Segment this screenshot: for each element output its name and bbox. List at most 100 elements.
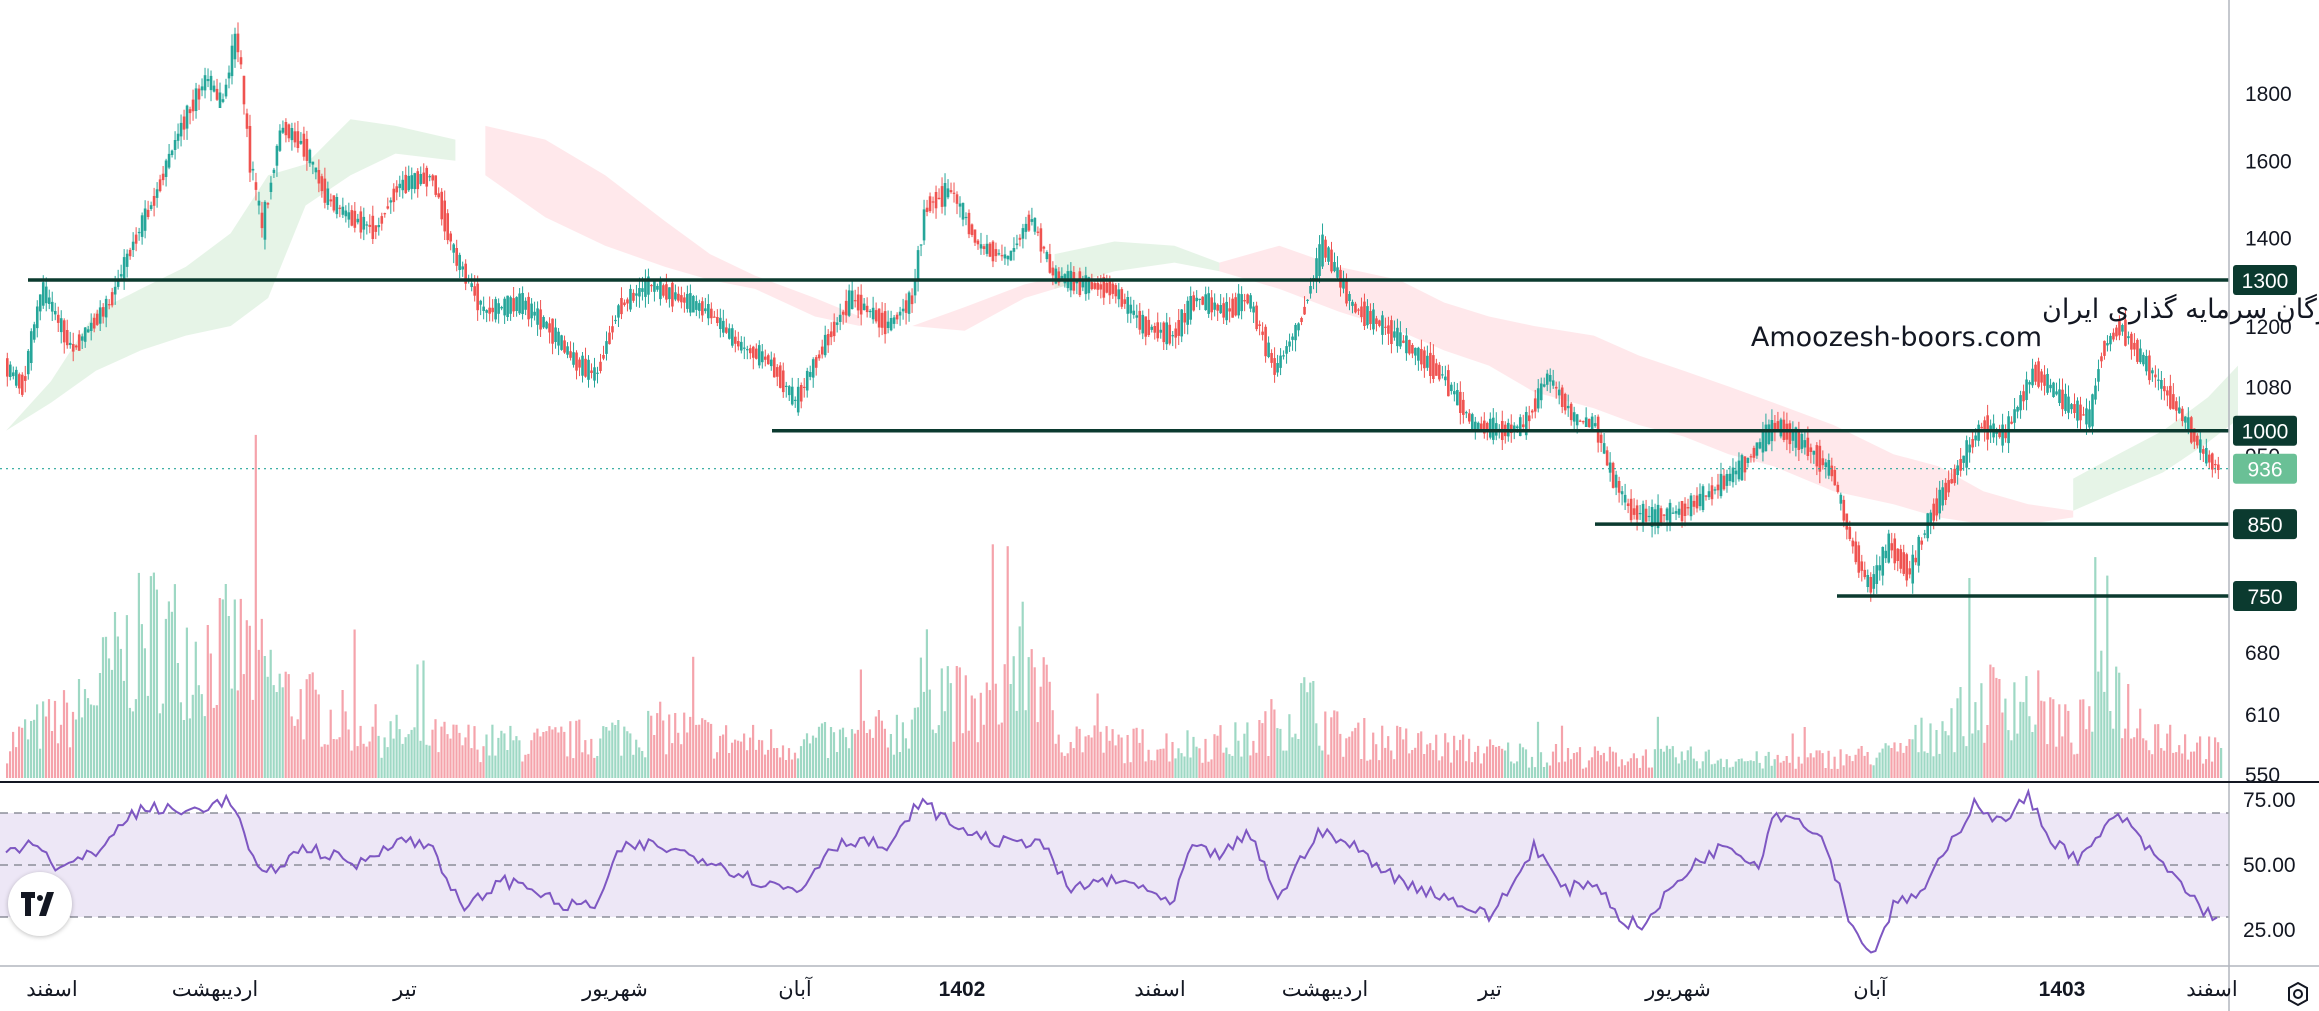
candle-body xyxy=(1048,254,1052,273)
volume-bar xyxy=(1560,725,1564,778)
volume-bar xyxy=(1432,750,1435,778)
volume-bar xyxy=(928,689,931,778)
volume-bar xyxy=(755,749,758,778)
volume-bar xyxy=(377,735,380,778)
volume-bar xyxy=(1102,752,1105,778)
candle-body xyxy=(1908,568,1912,575)
candle-body xyxy=(227,72,231,79)
candle-body xyxy=(1213,302,1216,310)
candle-body xyxy=(410,175,414,189)
volume-bar xyxy=(1926,752,1929,778)
volume-bar xyxy=(1698,768,1701,778)
volume-bar xyxy=(143,648,146,778)
volume-bar xyxy=(356,746,359,778)
volume-bar xyxy=(1530,756,1534,778)
tradingview-logo-icon[interactable] xyxy=(8,872,72,936)
volume-bar xyxy=(1483,753,1486,778)
volume-bar xyxy=(476,749,479,778)
volume-bar xyxy=(1773,759,1776,778)
candle-body xyxy=(1965,440,1968,468)
candle-body xyxy=(2100,356,2103,362)
candle-body xyxy=(1671,512,1675,514)
volume-bar xyxy=(1800,763,1803,778)
volume-bar xyxy=(2106,575,2109,778)
candle-body xyxy=(143,208,147,231)
volume-bar xyxy=(2013,682,2016,778)
volume-bar xyxy=(1399,727,1402,778)
volume-bar xyxy=(1752,761,1755,778)
candle-body xyxy=(2187,417,2190,432)
candle-body xyxy=(1539,383,1543,401)
volume-bar xyxy=(1258,720,1261,778)
volume-bar xyxy=(1228,754,1231,778)
candle-body xyxy=(2136,339,2139,362)
candle-body xyxy=(1192,295,1195,311)
candle-body xyxy=(1761,430,1765,453)
candle-body xyxy=(1000,255,1004,257)
volume-bar xyxy=(1207,761,1210,778)
volume-bar xyxy=(50,731,54,778)
candle-body xyxy=(1180,309,1184,337)
level-tag-bg-850 xyxy=(2233,509,2297,540)
candle-body xyxy=(1027,214,1031,231)
support-resistance-lines[interactable] xyxy=(28,278,2229,598)
rsi-pane[interactable] xyxy=(0,788,2229,954)
volume-bar xyxy=(464,737,467,778)
candle-body xyxy=(2109,335,2112,345)
volume-bar xyxy=(218,598,221,778)
time-axis[interactable]: اسفند اردیبهشت تیر شهریور آبان 1402 اسفند اردیب… xyxy=(26,975,2237,1002)
volume-bar xyxy=(632,754,635,778)
candle-body xyxy=(485,310,488,313)
candle-body xyxy=(1758,442,1762,449)
candle-body xyxy=(1345,279,1348,304)
volume-bar xyxy=(644,757,647,778)
volume-bar xyxy=(910,719,913,778)
candle-body xyxy=(203,75,207,91)
candle-body xyxy=(1468,413,1471,422)
volume-bar xyxy=(731,742,734,778)
volume-bar xyxy=(1450,762,1453,778)
candle-body xyxy=(865,305,869,313)
candle-body xyxy=(1845,513,1849,530)
candle-body xyxy=(131,241,135,250)
candle-body xyxy=(1941,487,1944,506)
candle-body xyxy=(766,355,770,365)
candle-body xyxy=(1435,363,1438,376)
candle-body xyxy=(32,324,36,340)
candle-body xyxy=(2001,424,2004,446)
candle-body xyxy=(1252,306,1255,313)
volume-bar xyxy=(1839,749,1842,778)
volume-bar xyxy=(164,618,167,778)
volume-bar xyxy=(1779,762,1782,778)
volume-bar xyxy=(1695,761,1698,778)
gear-icon[interactable] xyxy=(2283,979,2313,1009)
volume-bar xyxy=(1165,733,1168,778)
candle-body xyxy=(1093,283,1097,289)
volume-bar xyxy=(137,572,140,778)
candle-body xyxy=(1210,297,1213,313)
volume-bar xyxy=(24,719,27,778)
volume-bar xyxy=(1803,727,1806,778)
volume-bar xyxy=(1569,759,1573,778)
volume-bar xyxy=(1962,736,1965,778)
candle-body xyxy=(2157,379,2160,381)
volume-bar xyxy=(1300,683,1303,778)
volume-bar xyxy=(877,710,880,778)
candle-body xyxy=(1542,384,1546,387)
ichimoku-cloud-red-4 xyxy=(1219,245,2074,525)
candle-body xyxy=(1734,470,1738,475)
volume-bar xyxy=(716,752,719,778)
candle-body xyxy=(1956,465,1959,476)
volume-bar xyxy=(1950,708,1953,778)
volume-bar xyxy=(976,742,979,778)
candle-body xyxy=(991,241,995,262)
volume-bar xyxy=(752,724,755,778)
volume-bar xyxy=(1273,709,1276,778)
candle-body xyxy=(683,297,686,303)
volume-bar xyxy=(677,732,680,778)
candle-body xyxy=(2085,408,2088,425)
candle-body xyxy=(1728,473,1732,482)
